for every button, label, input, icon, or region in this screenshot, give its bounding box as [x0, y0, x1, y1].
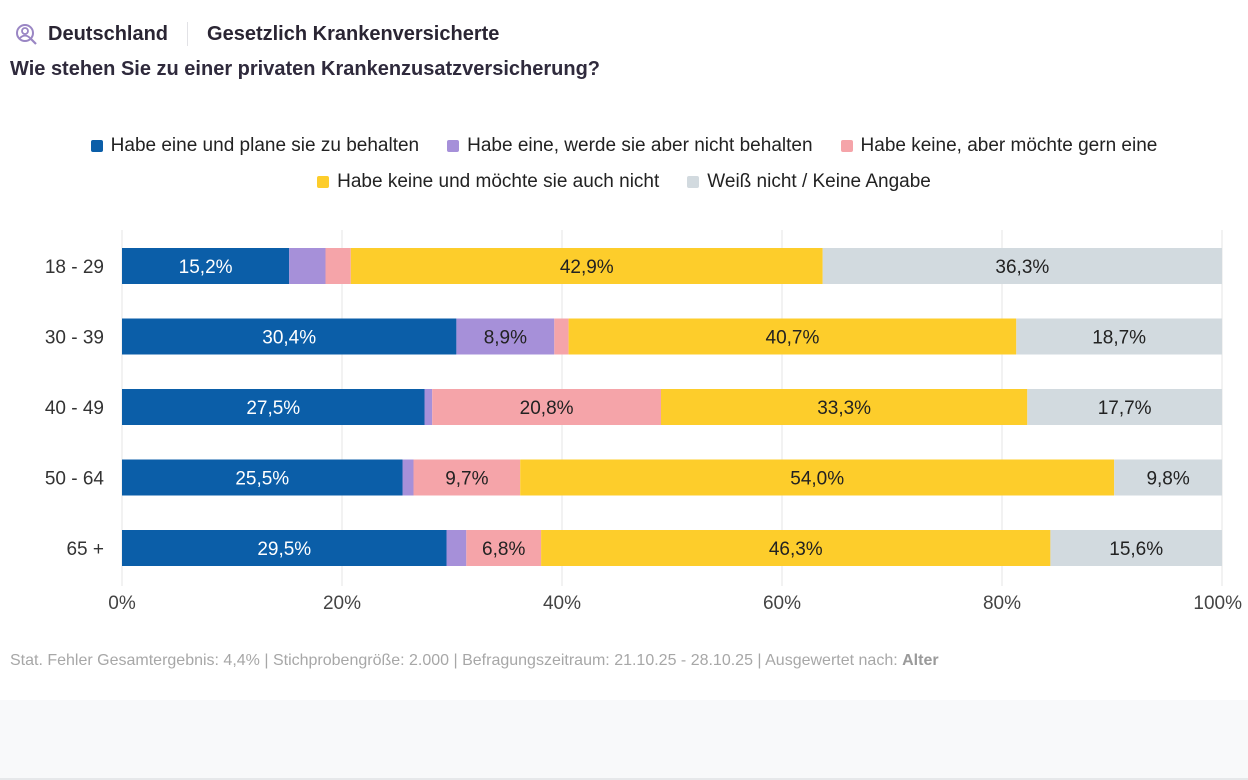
group-by-value: Alter	[902, 652, 939, 669]
bar-segment[interactable]	[520, 459, 1115, 496]
bar-segment[interactable]	[289, 248, 326, 284]
chart-header: Deutschland Gesetzlich Krankenversichert…	[14, 20, 499, 48]
footer-meta: Stat. Fehler Gesamtergebnis: 4,4% | Stic…	[10, 652, 939, 670]
bar-segment[interactable]	[402, 459, 414, 496]
bar-segment[interactable]	[122, 389, 425, 425]
legend: Habe eine und plane sie zu behalten Habe …	[0, 128, 1248, 200]
x-tick-label: 80%	[983, 593, 1021, 614]
legend-label: Habe eine und plane sie zu behalten	[110, 135, 420, 156]
bar-segment[interactable]	[1016, 318, 1222, 355]
legend-label: Habe keine, aber möchte gern eine	[860, 135, 1158, 156]
data-label: 15,2%	[179, 257, 233, 278]
data-label: 9,7%	[445, 469, 488, 490]
legend-label: Weiß nicht / Keine Angabe	[707, 171, 931, 192]
bar-segment[interactable]	[466, 530, 542, 566]
data-label: 36,3%	[995, 257, 1049, 278]
data-label: 42,9%	[560, 257, 614, 278]
chart-title: Wie stehen Sie zu einer privaten Kranken…	[10, 58, 600, 80]
bar-segment[interactable]	[325, 248, 351, 284]
bar-segment[interactable]	[432, 389, 661, 425]
legend-label: Habe keine und möchte sie auch nicht	[337, 171, 660, 192]
bottom-panel	[0, 700, 1248, 780]
data-label: 6,8%	[482, 539, 525, 560]
data-label: 15,6%	[1109, 539, 1163, 560]
category-label: 65 +	[66, 539, 104, 560]
data-label: 20,8%	[520, 398, 574, 419]
legend-item[interactable]: Habe keine und möchte sie auch nicht	[317, 171, 659, 193]
bar-segment[interactable]	[122, 530, 447, 566]
x-tick-label: 60%	[763, 593, 801, 614]
data-label: 17,7%	[1098, 398, 1152, 419]
category-label: 40 - 49	[45, 398, 104, 419]
legend-item[interactable]: Habe keine, aber möchte gern eine	[840, 135, 1158, 157]
x-tick-label: 100%	[1193, 593, 1242, 614]
divider	[187, 22, 189, 46]
category-label: 18 - 29	[45, 257, 104, 278]
data-label: 25,5%	[235, 469, 289, 490]
stacked-bar-chart: 0% 20% 40% 60% 80% 100% 18 - 29 15,2% 42,9% 36,3%…	[45, 230, 1242, 614]
bar-segment[interactable]	[122, 459, 403, 496]
legend-swatch	[447, 140, 460, 152]
data-label: 18,7%	[1092, 328, 1146, 349]
bar-segment[interactable]	[822, 248, 1222, 284]
legend-item[interactable]: Habe eine und plane sie zu behalten	[90, 135, 420, 157]
bar-segment[interactable]	[1114, 459, 1222, 496]
data-label: 9,8%	[1146, 469, 1189, 490]
bar-segment[interactable]	[122, 248, 290, 284]
data-label: 54,0%	[790, 469, 844, 490]
bar-segment[interactable]	[541, 530, 1051, 566]
legend-swatch	[687, 176, 700, 188]
segment-filter[interactable]: Gesetzlich Krankenversicherte	[207, 22, 500, 45]
region-filter[interactable]: Deutschland	[48, 22, 169, 45]
data-label: 33,3%	[817, 398, 871, 419]
legend-swatch	[90, 140, 103, 152]
category-label: 50 - 64	[45, 469, 105, 490]
bar-segment[interactable]	[554, 318, 569, 355]
bar-segment[interactable]	[1027, 389, 1222, 425]
data-label: 30,4%	[262, 328, 316, 349]
legend-swatch	[317, 176, 330, 188]
user-search-icon	[16, 24, 37, 45]
bar-segment[interactable]	[350, 248, 823, 284]
bar-segment[interactable]	[568, 318, 1017, 355]
bar-segment[interactable]	[1050, 530, 1222, 566]
legend-swatch	[840, 140, 853, 152]
legend-label: Habe eine, werde sie aber nicht behalten	[467, 135, 813, 156]
x-tick-label: 20%	[323, 593, 361, 614]
legend-item[interactable]: Habe eine, werde sie aber nicht behalten	[447, 135, 813, 157]
category-label: 30 - 39	[45, 328, 104, 349]
bar-segment[interactable]	[446, 530, 467, 566]
legend-item[interactable]: Weiß nicht / Keine Angabe	[687, 171, 931, 193]
data-label: 40,7%	[766, 328, 820, 349]
bar-segment[interactable]	[122, 318, 457, 355]
bar-segment[interactable]	[456, 318, 555, 355]
bar-segment[interactable]	[413, 459, 521, 496]
bar-segment[interactable]	[661, 389, 1028, 425]
data-label: 46,3%	[769, 539, 823, 560]
x-tick-label: 0%	[108, 593, 136, 614]
data-label: 29,5%	[257, 539, 311, 560]
data-label: 8,9%	[484, 328, 527, 349]
footer-text: Stat. Fehler Gesamtergebnis: 4,4% | Stic…	[10, 652, 903, 669]
bar-segment[interactable]	[424, 389, 433, 425]
data-label: 27,5%	[246, 398, 300, 419]
x-tick-label: 40%	[543, 593, 581, 614]
